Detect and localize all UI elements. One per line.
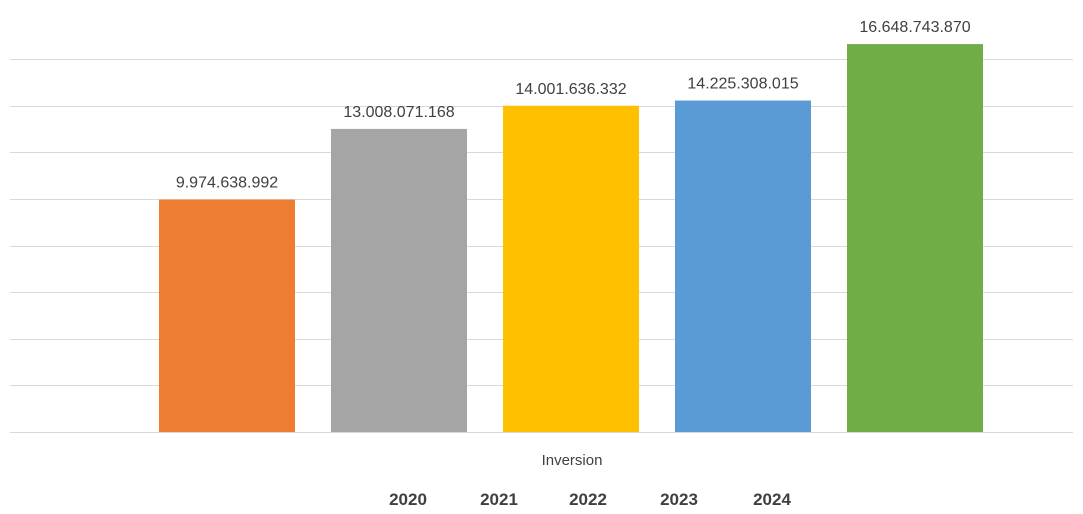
data-labels: 9.974.638.992 13.008.071.168 14.001.636.33… <box>176 19 971 192</box>
data-label-2021: 13.008.071.168 <box>343 104 454 121</box>
data-label-2023: 14.225.308.015 <box>687 76 798 93</box>
legend-item-2020: 2020 <box>389 490 427 509</box>
legend-item-2022: 2022 <box>569 490 607 509</box>
data-label-2024: 16.648.743.870 <box>859 19 970 36</box>
data-label-2020: 9.974.638.992 <box>176 175 278 192</box>
legend-item-2021: 2021 <box>480 490 518 509</box>
bar-2021 <box>331 128 467 433</box>
bar-2024 <box>847 44 983 433</box>
bar-2020 <box>159 199 295 432</box>
bar-2023 <box>675 100 811 432</box>
bar-2022 <box>503 105 639 432</box>
legend-item-2024: 2024 <box>753 490 791 509</box>
legend-item-2023: 2023 <box>660 490 698 509</box>
x-axis-title: Inversion <box>542 452 603 469</box>
data-label-2022: 14.001.636.332 <box>515 81 626 98</box>
legend: 2020 2021 2022 2023 2024 <box>389 490 791 509</box>
bars <box>159 44 983 433</box>
